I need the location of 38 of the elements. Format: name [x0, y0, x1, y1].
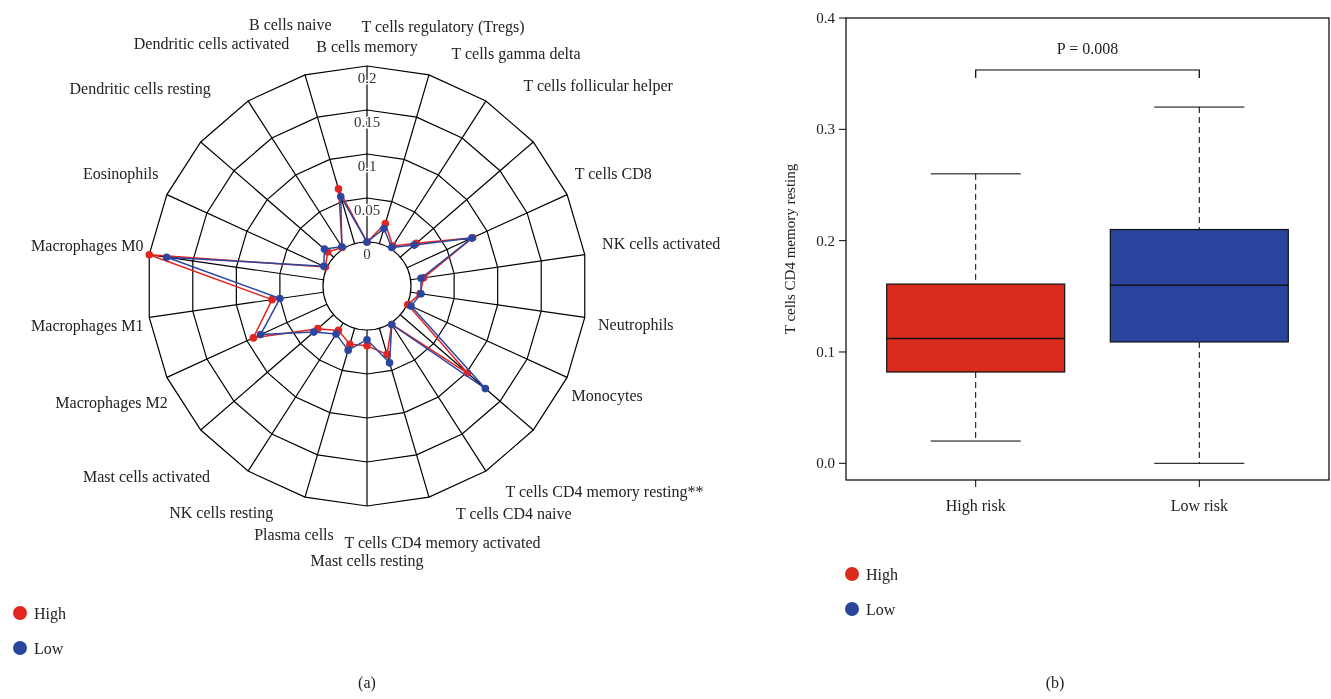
spoke-label: Plasma cells [254, 525, 334, 543]
spoke-label: T cells follicular helper [523, 76, 674, 95]
spoke-label: T cells CD4 memory activated [344, 533, 541, 552]
spoke-label: Dendritic cells activated [133, 35, 290, 53]
legend-label: Low [34, 640, 64, 657]
y-tick-label: 0.1 [816, 343, 835, 360]
y-tick-label: 0 [363, 246, 371, 262]
spoke-label: T cells gamma delta [451, 45, 581, 64]
annotation: P = 0.008 [1056, 40, 1119, 57]
x-tick-label: High risk [945, 497, 1006, 515]
spoke-label: Mast cells resting [310, 552, 424, 570]
legend-label: High [866, 566, 898, 584]
y-tick-label: 0.4 [816, 10, 836, 26]
x-tick-label: Low risk [1170, 497, 1228, 514]
y-tick-label: 0.2 [816, 232, 835, 249]
spoke-label: NK cells activated [602, 234, 721, 252]
spoke-label: Mast cells activated [82, 468, 210, 486]
spoke-label: T cells CD8 [574, 164, 652, 182]
spoke-label: Dendritic cells resting [69, 80, 211, 99]
text: (a) [358, 674, 376, 692]
y-tick-label: 0.3 [816, 121, 835, 138]
spoke-label: Eosinophils [82, 164, 159, 183]
spoke-label: Macrophages M1 [31, 317, 144, 336]
spoke-label: B cells memory [316, 38, 418, 56]
spoke-label: Macrophages M0 [31, 236, 144, 255]
spoke-label: Macrophages M2 [55, 393, 168, 412]
spoke-label: T cells CD4 naive [455, 505, 572, 523]
text: (b) [1045, 674, 1065, 692]
legend-label: High [34, 605, 66, 623]
spoke-label: T cells regulatory (Tregs) [361, 18, 525, 37]
legend-label: Low [866, 601, 896, 618]
y-tick-label: 0.0 [816, 455, 835, 472]
spoke-label: T cells CD4 memory resting** [505, 482, 704, 501]
spoke-label: NK cells resting [169, 503, 274, 522]
y-axis-title: T cells CD4 memory resting [782, 163, 798, 335]
spoke-label: B cells naive [249, 15, 332, 33]
spoke-label: Monocytes [571, 386, 643, 405]
spoke-label: Neutrophils [598, 315, 674, 334]
